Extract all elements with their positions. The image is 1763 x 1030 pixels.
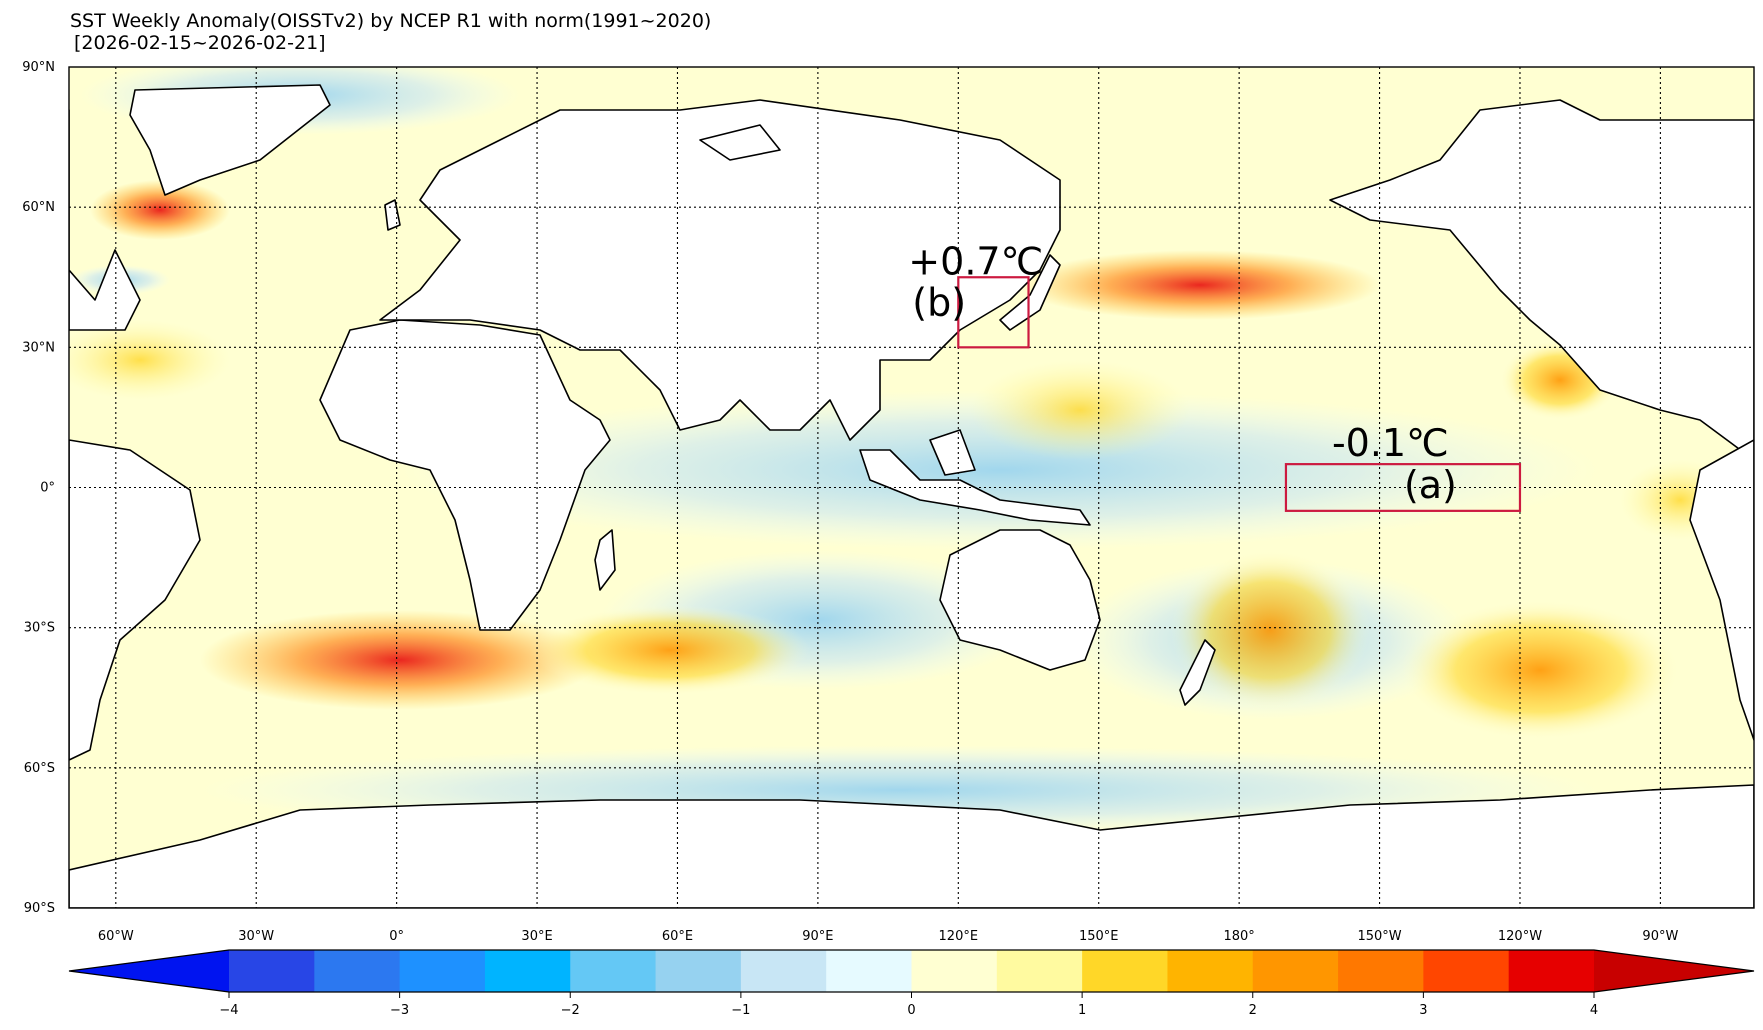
colorbar-tick-label: 0 [907, 1003, 915, 1018]
colorbar-bin [314, 950, 401, 992]
colorbar-bin [996, 950, 1083, 992]
south-america-land [69, 439, 201, 761]
colorbar-bin [1338, 950, 1424, 992]
longitude-labels: 60°W 30°W 0° 30°E 60°E 90°E 120°E 150°E 180° 150°… [98, 929, 1679, 944]
colorbar: −4 −3 −2 −1 0 1 2 3 4 [68, 949, 1755, 1018]
australia-land [939, 529, 1101, 671]
colorbar-bin [740, 950, 827, 992]
colorbar-bin [229, 950, 315, 992]
colorbar-tick-label: 3 [1419, 1003, 1427, 1018]
latitude-label: 90°N [22, 60, 55, 75]
kuroshio-extension-warm-band [1020, 250, 1380, 320]
title-line-1: SST Weekly Anomaly(OISSTv2) by NCEP R1 w… [70, 10, 712, 32]
latitude-label: 90°S [24, 901, 55, 916]
west-pacific-warm-patch [970, 360, 1190, 460]
japan-land [999, 254, 1061, 331]
region-box-b [957, 276, 1030, 349]
colorbar-bin [1082, 950, 1168, 992]
region-box-a [1284, 463, 1522, 512]
south-america-west-land [1689, 439, 1754, 741]
colorbar-tick-label: 2 [1249, 1003, 1257, 1018]
madagascar-land [594, 529, 616, 591]
arctic-islands-land [699, 124, 781, 161]
colorbar-tick-label: 4 [1590, 1003, 1598, 1018]
longitude-label: 60°E [662, 929, 693, 944]
colorbar-bin [1252, 950, 1339, 992]
region-value-b: +0.7℃ [908, 239, 1043, 283]
region-label-b: (b) [912, 280, 966, 324]
south-pacific-warm-blob [1170, 550, 1370, 710]
eurasia-land [379, 99, 1061, 441]
colorbar-bin [484, 950, 571, 992]
borneo-land [929, 429, 976, 476]
longitude-label: 60°W [98, 929, 134, 944]
longitude-label: 120°E [939, 929, 979, 944]
latitude-label: 60°N [22, 200, 55, 215]
north-america-land [69, 109, 141, 331]
longitude-label: 150°W [1357, 929, 1401, 944]
southeast-pacific-warm-blob [1400, 600, 1680, 740]
colorbar-bin [1167, 950, 1254, 992]
longitude-label: 150°E [1079, 929, 1119, 944]
colorbar-bin [1508, 950, 1595, 992]
longitude-label: 30°W [238, 929, 274, 944]
greenland-land [129, 84, 331, 196]
title-line-2: [2026-02-15~2026-02-21] [74, 32, 326, 54]
latitude-label: 60°S [24, 761, 55, 776]
latitude-labels: 90°N 60°N 30°N 0° 30°S 60°S 90°S [22, 60, 55, 916]
latitude-label: 30°S [24, 621, 55, 636]
labrador-sea-warm-patch [90, 180, 230, 240]
colorbar-bin [655, 950, 742, 992]
colorbar-extend-high [1594, 950, 1754, 992]
graticule [69, 67, 1754, 908]
south-indian-warm-band [530, 605, 810, 695]
colorbar-extend-low [69, 950, 229, 992]
colorbar-bin [826, 950, 912, 992]
longitude-label: 30°E [521, 929, 552, 944]
new-zealand-land [1179, 639, 1216, 706]
sst-anomaly-field [69, 67, 1754, 908]
colorbar-tick-label: −4 [219, 1003, 238, 1018]
longitude-label: 120°W [1498, 929, 1542, 944]
colorbar-tick-label: −1 [731, 1003, 750, 1018]
analysis-regions: -0.1℃(a) +0.7℃(b) [908, 239, 1522, 512]
colorbar-tick-label: −2 [561, 1003, 580, 1018]
antarctica-land [69, 784, 1754, 908]
colorbar-tick-label: 1 [1078, 1003, 1086, 1018]
latitude-label: 0° [40, 481, 55, 496]
longitude-label: 0° [389, 929, 404, 944]
colorbar-tick-label: −3 [390, 1003, 409, 1018]
north-america-west-land [1329, 99, 1754, 461]
longitude-label: 180° [1223, 929, 1254, 944]
colorbar-bin [1423, 950, 1510, 992]
colorbar-bin [911, 950, 998, 992]
land-masses [69, 84, 1754, 908]
longitude-label: 90°E [802, 929, 833, 944]
north-atlantic-warm-patch [69, 320, 230, 400]
longitude-label: 90°W [1642, 929, 1678, 944]
map-title: SST Weekly Anomaly(OISSTv2) by NCEP R1 w… [70, 10, 711, 54]
colorbar-bin [570, 950, 657, 992]
south-atlantic-warm-band [200, 610, 600, 710]
latitude-label: 30°N [22, 340, 55, 355]
region-label-a: (a) [1404, 463, 1457, 507]
colorbar-bin [399, 950, 486, 992]
region-value-a: -0.1℃ [1332, 421, 1449, 465]
